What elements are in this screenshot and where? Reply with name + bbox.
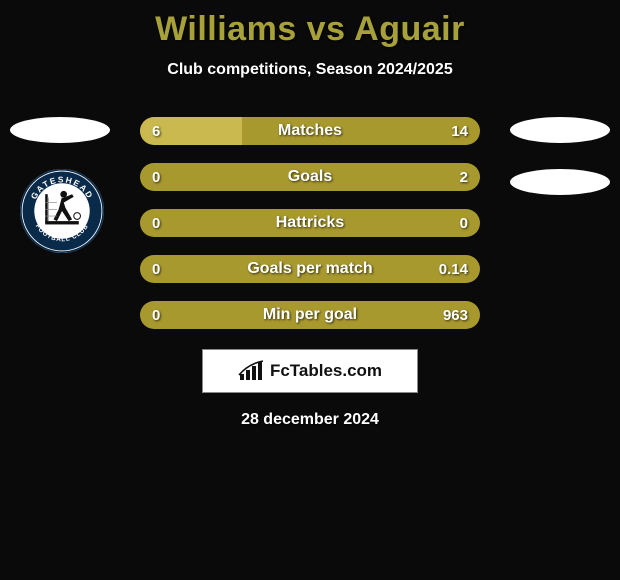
brand-text: FcTables.com	[270, 361, 382, 381]
stat-bars: 6 Matches 14 0 Goals 2 0 Hattricks 0	[140, 117, 480, 329]
bar-hattricks: 0 Hattricks 0	[140, 209, 480, 237]
date-text: 28 december 2024	[0, 411, 620, 429]
bar-label: Goals	[140, 163, 480, 191]
main-area: GATESHEAD FOOTBALL CLUB	[0, 117, 620, 429]
bar-matches: 6 Matches 14	[140, 117, 480, 145]
bar-label: Hattricks	[140, 209, 480, 237]
bar-label: Goals per match	[140, 255, 480, 283]
bar-min-per-goal: 0 Min per goal 963	[140, 301, 480, 329]
bar-goals: 0 Goals 2	[140, 163, 480, 191]
club-right-placeholder	[510, 169, 610, 195]
bar-value-right: 0	[460, 209, 468, 237]
infographic: Williams vs Aguair Club competitions, Se…	[0, 0, 620, 580]
gateshead-badge-icon: GATESHEAD FOOTBALL CLUB	[20, 169, 104, 253]
bar-chart-icon	[238, 360, 264, 382]
bar-value-right: 963	[443, 301, 468, 329]
bar-label: Matches	[140, 117, 480, 145]
bar-label: Min per goal	[140, 301, 480, 329]
bar-value-right: 2	[460, 163, 468, 191]
bar-goals-per-match: 0 Goals per match 0.14	[140, 255, 480, 283]
brand-box[interactable]: FcTables.com	[202, 349, 418, 393]
bar-value-right: 0.14	[439, 255, 468, 283]
subtitle: Club competitions, Season 2024/2025	[0, 61, 620, 79]
club-badge-left: GATESHEAD FOOTBALL CLUB	[20, 169, 104, 253]
player-right-placeholder	[510, 117, 610, 143]
bar-value-right: 14	[451, 117, 468, 145]
page-title: Williams vs Aguair	[0, 0, 620, 49]
player-left-placeholder	[10, 117, 110, 143]
